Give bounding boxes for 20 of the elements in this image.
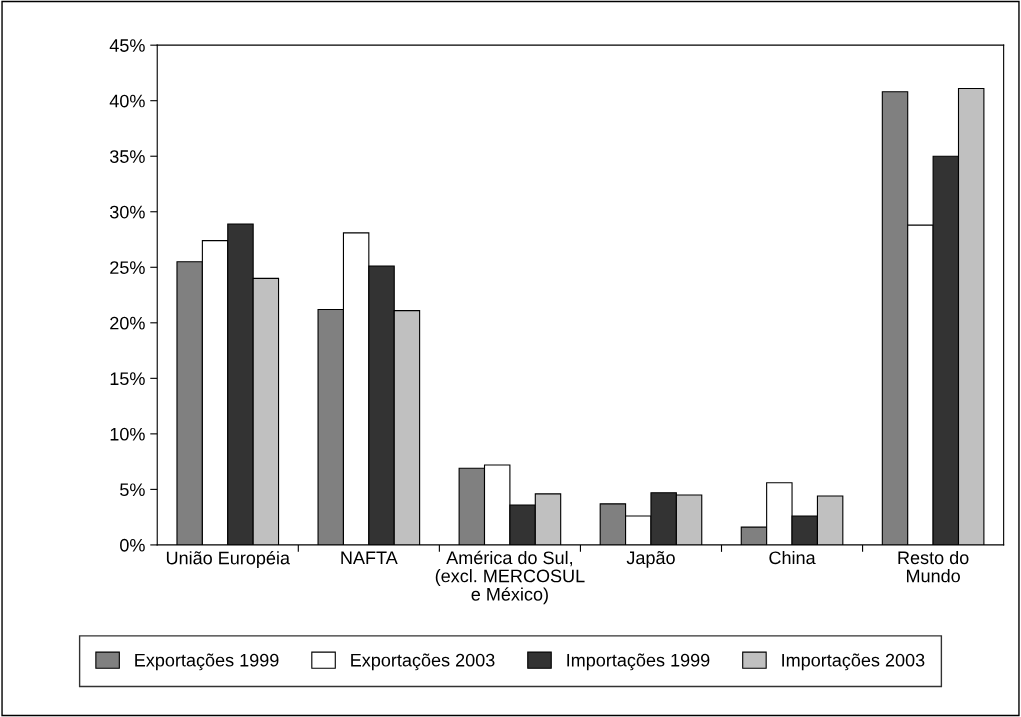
legend-label: Exportações 1999 bbox=[135, 653, 279, 671]
x-tick-label: Resto do Mundo bbox=[898, 550, 969, 583]
legend-label: Exportações 2003 bbox=[351, 653, 495, 671]
x-tick-label: China bbox=[769, 550, 816, 565]
y-tick-label: 10% bbox=[110, 427, 145, 441]
x-tick-label: NAFTA bbox=[341, 551, 398, 564]
y-tick-label: 25% bbox=[110, 261, 145, 274]
y-tick-label: 5% bbox=[120, 483, 145, 497]
legend-label: Importações 2003 bbox=[782, 653, 925, 671]
y-tick-label: 15% bbox=[110, 372, 145, 386]
y-tick-label: 45% bbox=[109, 39, 145, 52]
x-tick-label: União Européia bbox=[166, 550, 290, 568]
x-tick-label: Japão bbox=[626, 551, 675, 568]
y-tick-label: 0% bbox=[120, 538, 145, 552]
y-tick-label: 35% bbox=[109, 150, 145, 163]
y-tick-label: 20% bbox=[110, 316, 145, 330]
y-tick-label: 40% bbox=[109, 94, 145, 108]
legend-label: Importações 1999 bbox=[567, 653, 710, 671]
x-tick-label: América do Sul, (excl. MERCOSUL e México) bbox=[435, 550, 585, 605]
y-tick-label: 30% bbox=[109, 205, 145, 219]
